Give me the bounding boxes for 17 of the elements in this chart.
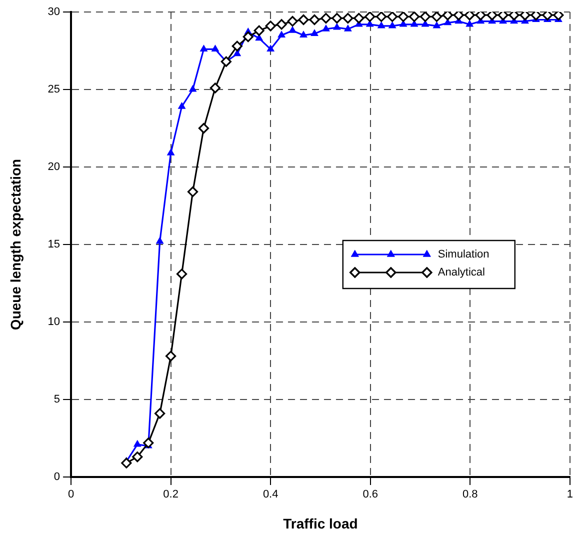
x-axis-title: Traffic load <box>283 515 358 532</box>
x-tick-label: 0.8 <box>462 488 478 501</box>
legend-label: Simulation <box>438 248 490 261</box>
x-tick-label: 0.2 <box>163 488 178 501</box>
y-tick-label: 0 <box>54 471 60 484</box>
y-axis-title: Queue length expectation <box>7 158 24 330</box>
y-tick-label: 30 <box>48 6 60 18</box>
legend-label: Analytical <box>438 266 485 279</box>
y-tick-label: 5 <box>54 394 60 406</box>
x-tick-label: 1 <box>566 488 573 501</box>
x-tick-label: 0.4 <box>262 488 278 501</box>
x-tick-label: 0.6 <box>362 488 378 501</box>
y-tick-label: 20 <box>48 161 60 174</box>
y-tick-label: 25 <box>48 84 60 96</box>
y-tick-label: 10 <box>48 316 60 328</box>
y-tick-label: 15 <box>48 238 60 251</box>
x-tick-label: 0 <box>68 488 74 501</box>
